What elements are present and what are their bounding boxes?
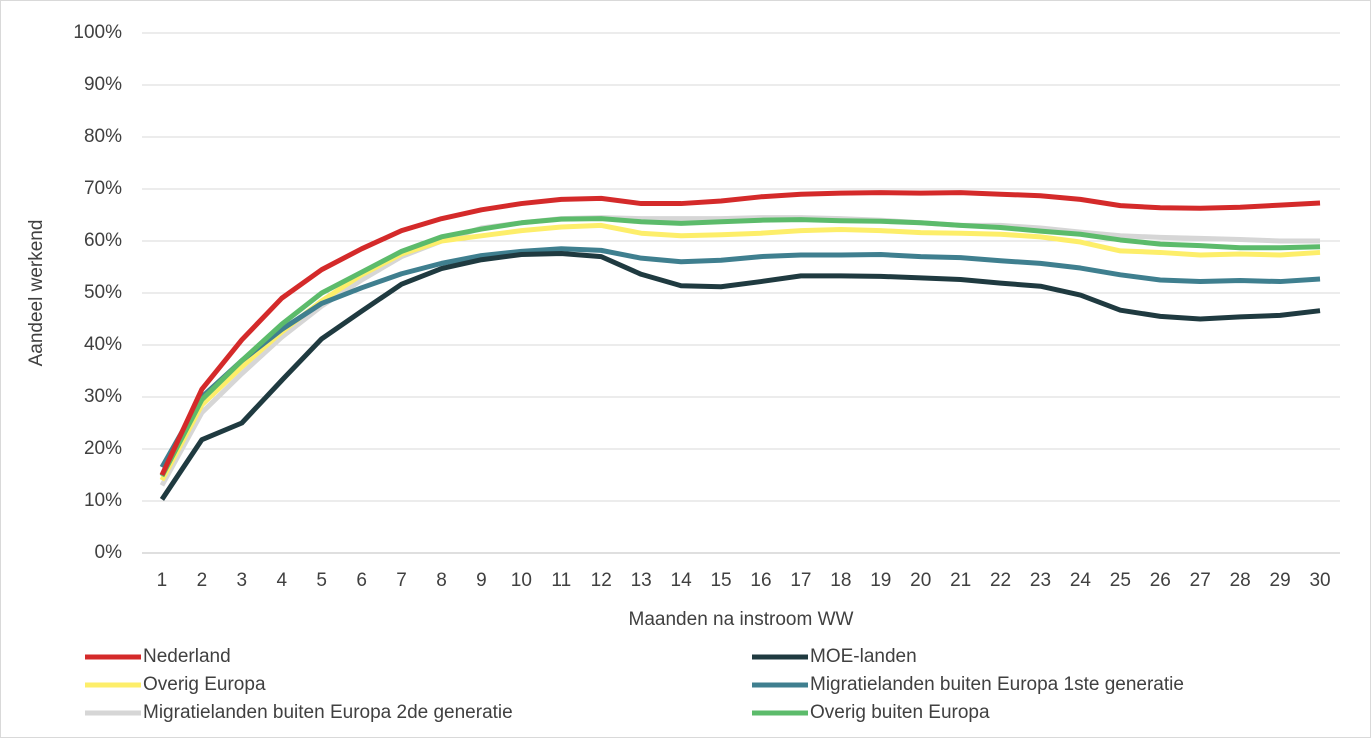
y-tick-label: 0% xyxy=(95,542,123,563)
series-line xyxy=(159,215,1321,487)
x-tick-label: 17 xyxy=(790,570,811,591)
series-line xyxy=(159,250,1321,501)
x-tick-label: 23 xyxy=(1030,570,1051,591)
y-tick-label: 20% xyxy=(84,438,122,459)
x-tick-label: 26 xyxy=(1150,570,1171,591)
x-tick-label: 4 xyxy=(276,570,287,591)
x-tick-label: 21 xyxy=(950,570,971,591)
x-tick-label: 1 xyxy=(157,570,168,591)
x-tick-label: 30 xyxy=(1309,570,1330,591)
x-tick-label: 6 xyxy=(356,570,367,591)
y-tick-label: 80% xyxy=(84,126,122,147)
x-tick-label: 28 xyxy=(1230,570,1251,591)
x-tick-label: 7 xyxy=(396,570,407,591)
x-tick-label: 29 xyxy=(1270,570,1291,591)
x-tick-label: 22 xyxy=(990,570,1011,591)
x-tick-label: 16 xyxy=(750,570,771,591)
y-tick-label: 100% xyxy=(73,22,122,43)
x-tick-label: 25 xyxy=(1110,570,1131,591)
series-line xyxy=(159,190,1321,477)
x-tick-label: 15 xyxy=(710,570,731,591)
series-line xyxy=(159,246,1321,469)
legend-label: Migratielanden buiten Europa 2de generat… xyxy=(143,702,513,723)
x-tick-label: 19 xyxy=(870,570,891,591)
legend-label: Overig buiten Europa xyxy=(810,702,990,723)
x-tick-label: 20 xyxy=(910,570,931,591)
x-tick-label: 8 xyxy=(436,570,447,591)
legend-label: Migratielanden buiten Europa 1ste genera… xyxy=(810,674,1184,695)
x-tick-label: 2 xyxy=(197,570,208,591)
x-tick-label: 3 xyxy=(237,570,248,591)
y-axis-label: Aandeel werkend xyxy=(26,220,47,367)
y-tick-label: 40% xyxy=(84,334,122,355)
x-tick-label: 5 xyxy=(316,570,327,591)
x-tick-label: 24 xyxy=(1070,570,1092,591)
y-tick-label: 70% xyxy=(84,178,122,199)
y-tick-label: 50% xyxy=(84,282,122,303)
series-line xyxy=(159,216,1321,478)
series-line xyxy=(159,222,1321,482)
legend-label: Nederland xyxy=(143,646,231,667)
x-tick-label: 12 xyxy=(591,570,612,591)
x-tick-label: 27 xyxy=(1190,570,1211,591)
x-tick-label: 13 xyxy=(631,570,652,591)
y-tick-label: 90% xyxy=(84,74,122,95)
x-tick-label: 14 xyxy=(671,570,693,591)
x-tick-label: 18 xyxy=(830,570,851,591)
legend-label: MOE-landen xyxy=(810,646,917,667)
x-axis-label: Maanden na instroom WW xyxy=(629,609,854,630)
x-tick-label: 10 xyxy=(511,570,532,591)
x-tick-label: 11 xyxy=(551,570,571,591)
legend-label: Overig Europa xyxy=(143,674,266,695)
x-tick-label: 9 xyxy=(476,570,487,591)
y-tick-label: 30% xyxy=(84,386,122,407)
y-tick-label: 60% xyxy=(84,230,122,251)
y-tick-label: 10% xyxy=(84,490,122,511)
